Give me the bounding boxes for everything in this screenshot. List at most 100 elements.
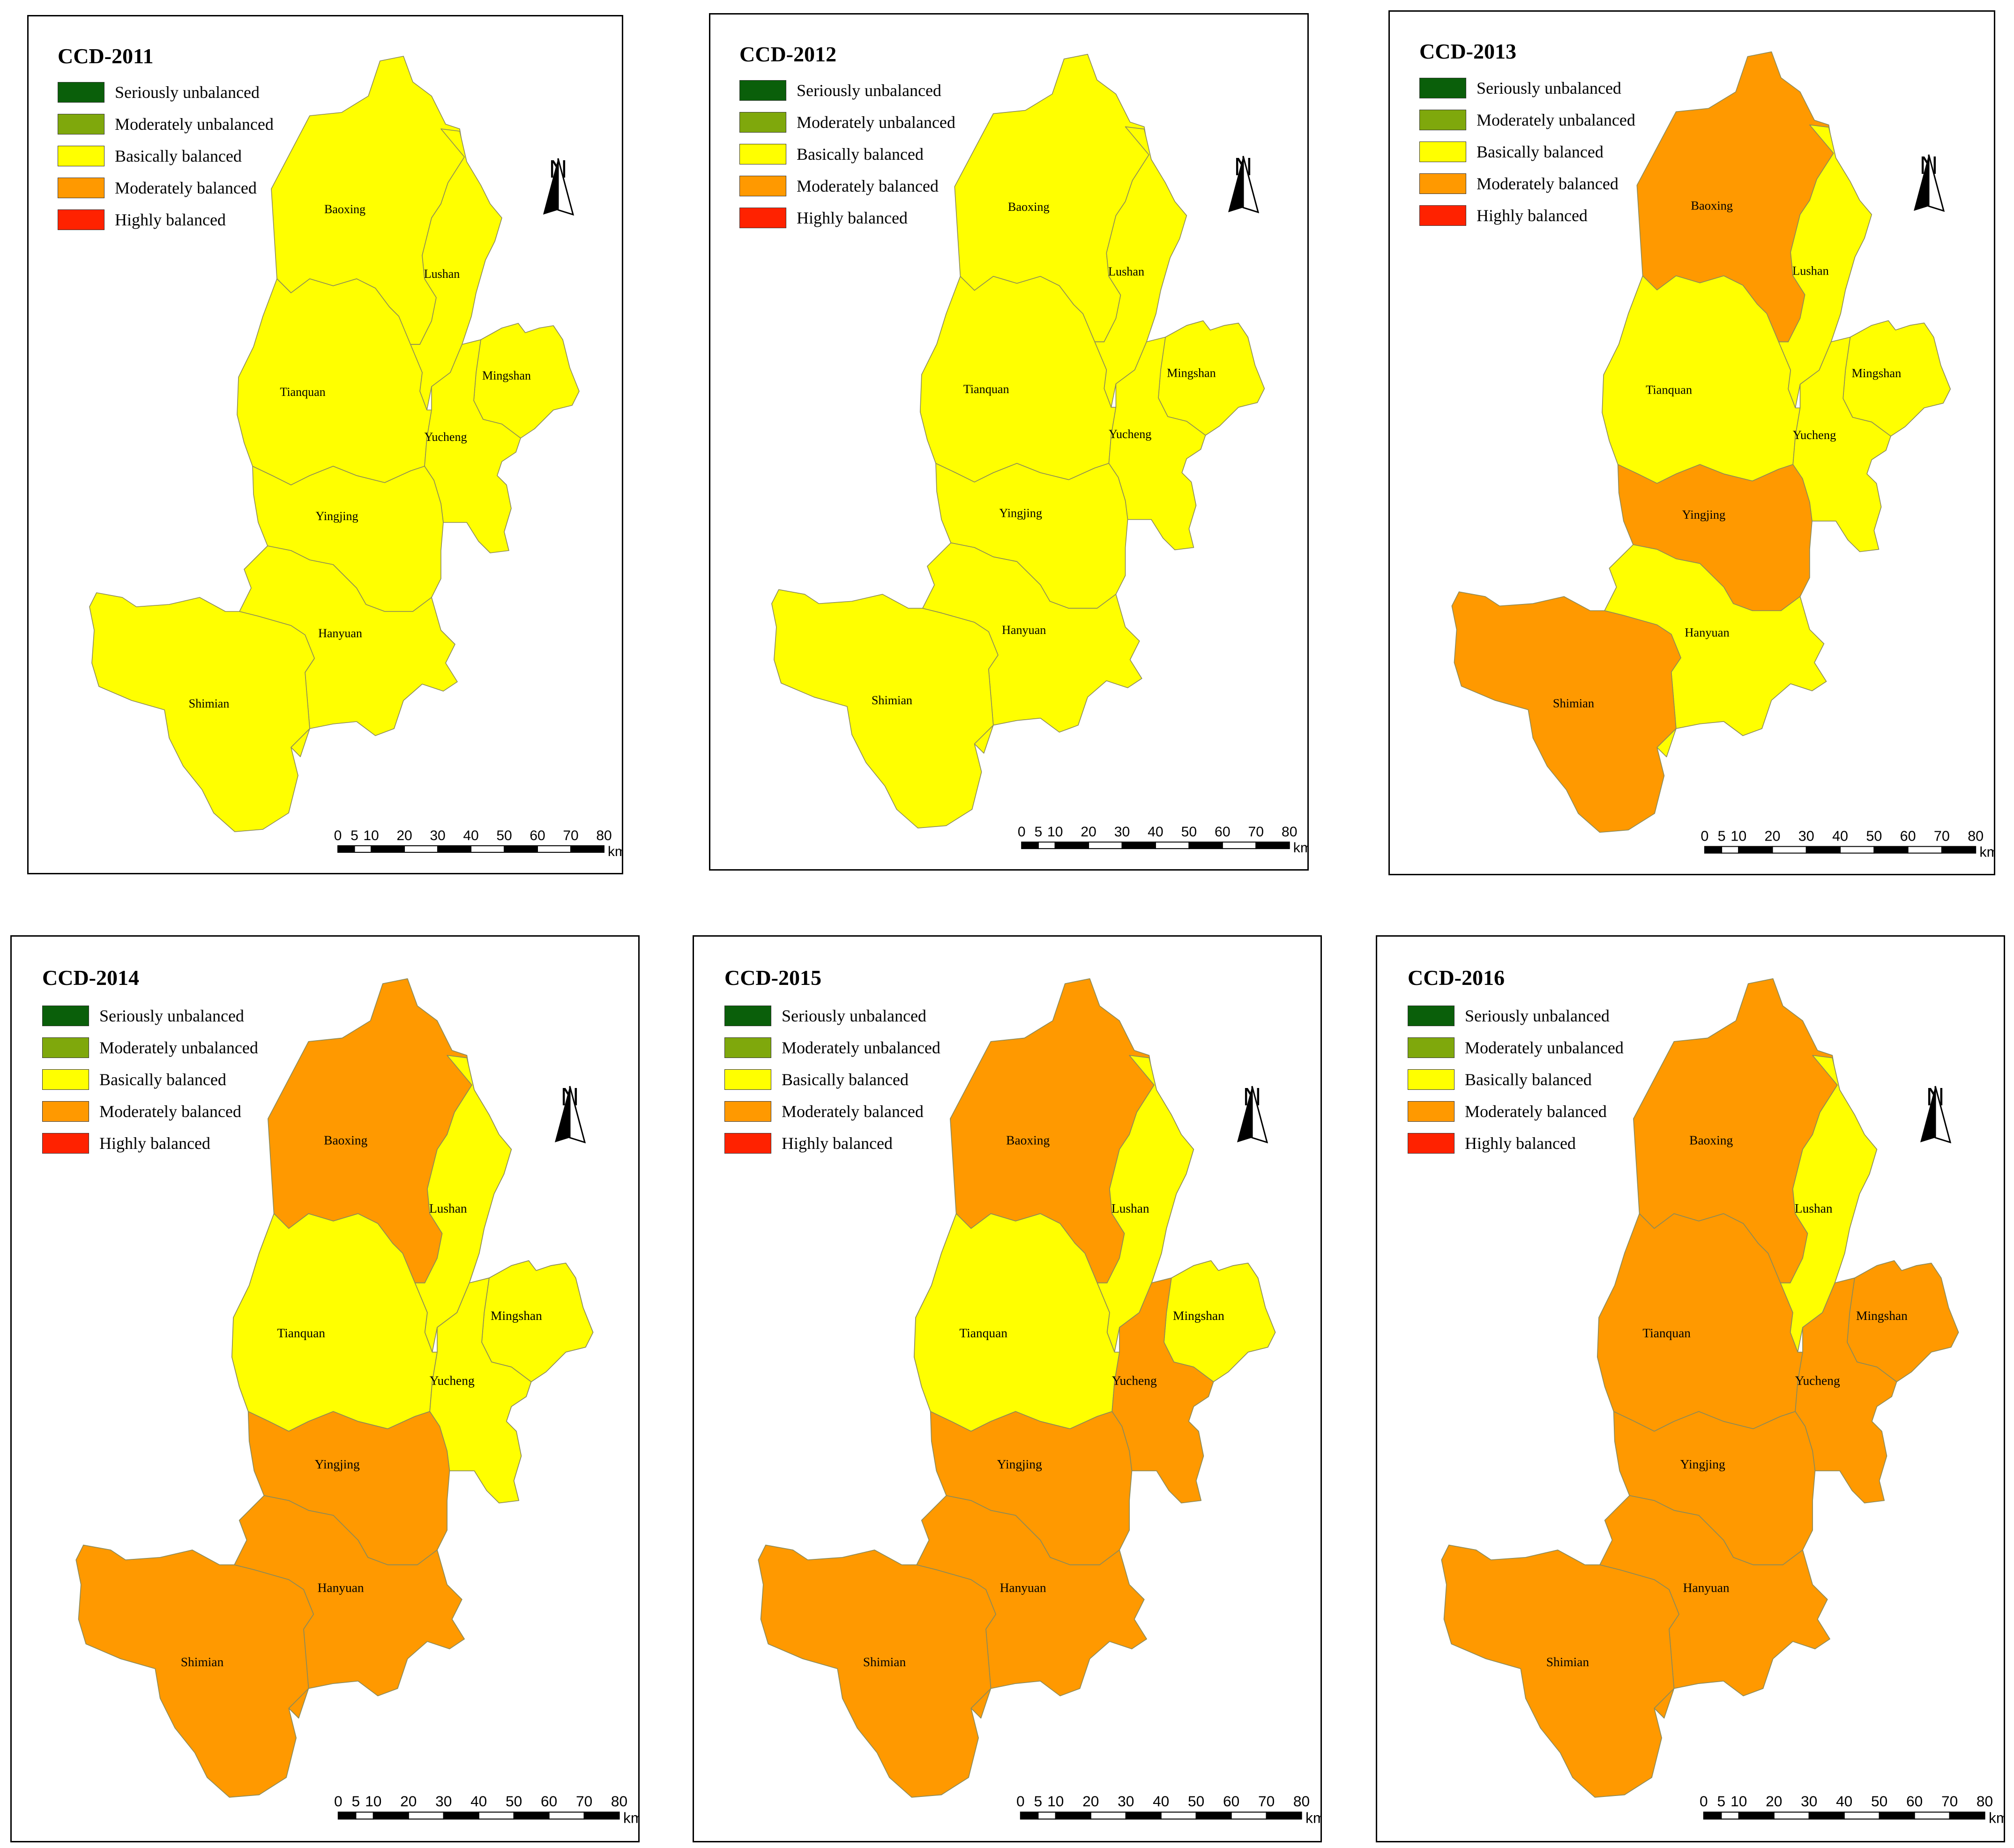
- scale-tick-label: 10: [365, 1793, 381, 1810]
- scale-segment: [570, 845, 604, 853]
- legend-label: Seriously unbalanced: [99, 1006, 244, 1025]
- legend-label: Moderately balanced: [797, 177, 939, 195]
- legend-label: Moderately balanced: [115, 179, 257, 197]
- map-panel-ccd-2015: Baoxing Lushan Tianquan Mingshan Yucheng Ying…: [693, 935, 1322, 1842]
- scale-segment: [373, 1811, 409, 1820]
- scale-segment: [1121, 842, 1156, 849]
- county-label-shimian: Shimian: [189, 697, 230, 710]
- legend-item-highly-balanced: Highly balanced: [739, 202, 955, 234]
- legend-item-moderately-unbalanced: Moderately unbalanced: [1419, 104, 1635, 136]
- legend-label: Moderately unbalanced: [1465, 1038, 1624, 1057]
- county-label-lushan: Lushan: [1795, 1201, 1833, 1215]
- scale-tick-label: 50: [1181, 824, 1197, 840]
- legend-swatch: [58, 209, 104, 230]
- county-label-lushan: Lushan: [1108, 265, 1144, 278]
- scale-tick-label: 10: [1047, 1793, 1064, 1810]
- legend-item-moderately-unbalanced: Moderately unbalanced: [1408, 1032, 1624, 1064]
- legend: Seriously unbalanced Moderately unbalance…: [42, 1000, 258, 1159]
- county-shimian[interactable]: [89, 592, 315, 832]
- scale-tick-label: 30: [1801, 1793, 1817, 1810]
- scale-segment: [1037, 842, 1056, 849]
- legend-label: Basically balanced: [99, 1070, 226, 1089]
- legend-swatch: [1419, 78, 1466, 98]
- scale-tick-label: 5: [1718, 829, 1726, 844]
- legend-label: Moderately unbalanced: [115, 115, 274, 134]
- scale-tick-label: 20: [400, 1793, 417, 1810]
- legend-item-moderately-balanced: Moderately balanced: [724, 1095, 940, 1127]
- legend-item-moderately-unbalanced: Moderately unbalanced: [739, 106, 955, 138]
- scale-tick-label: 50: [1866, 829, 1882, 844]
- county-shimian[interactable]: [771, 589, 999, 829]
- legend-label: Moderately balanced: [99, 1102, 241, 1121]
- scale-segment: [1808, 1811, 1845, 1820]
- legend-swatch: [1408, 1037, 1455, 1058]
- north-arrow: N: [1233, 1082, 1271, 1143]
- scale-segment: [1021, 842, 1039, 849]
- county-shimian[interactable]: [1441, 1544, 1679, 1798]
- legend: Seriously unbalanced Moderately unbalance…: [1408, 1000, 1624, 1159]
- north-arrow-icon: [1237, 1086, 1268, 1143]
- county-label-hanyuan: Hanyuan: [1002, 623, 1046, 637]
- county-shimian[interactable]: [75, 1544, 314, 1798]
- legend-item-seriously-unbalanced: Seriously unbalanced: [739, 75, 955, 106]
- north-arrow-icon: [1228, 156, 1260, 213]
- legend-label: Moderately unbalanced: [99, 1038, 258, 1057]
- legend-item-highly-balanced: Highly balanced: [1408, 1127, 1624, 1159]
- scale-tick-label: 80: [1977, 1793, 1993, 1810]
- legend-label: Seriously unbalanced: [1465, 1006, 1610, 1025]
- legend-item-basically-balanced: Basically balanced: [739, 138, 955, 170]
- scale-tick-label: 50: [1871, 1793, 1887, 1810]
- legend-label: Moderately unbalanced: [797, 113, 955, 132]
- scale-segment: [437, 845, 471, 853]
- legend-swatch: [58, 178, 104, 198]
- legend-item-basically-balanced: Basically balanced: [42, 1064, 258, 1095]
- scale-segment: [1873, 846, 1909, 854]
- legend-item-moderately-balanced: Moderately balanced: [1419, 168, 1635, 200]
- county-shimian[interactable]: [758, 1544, 996, 1798]
- legend-label: Moderately balanced: [1477, 174, 1619, 193]
- legend: Seriously unbalanced Moderately unbalance…: [58, 76, 274, 236]
- legend-label: Moderately balanced: [782, 1102, 924, 1121]
- scale-bar: 05 10 20 30 40 50 60 70 80km: [334, 1793, 638, 1826]
- county-label-lushan: Lushan: [429, 1201, 467, 1215]
- scale-tick-label: 40: [1832, 829, 1848, 844]
- scale-segment: [1090, 1811, 1126, 1820]
- scale-tick-label: 10: [1047, 824, 1063, 840]
- scale-segment: [478, 1811, 515, 1820]
- legend-item-basically-balanced: Basically balanced: [58, 140, 274, 172]
- scale-segment: [1914, 1811, 1950, 1820]
- legend-swatch: [1408, 1101, 1455, 1122]
- county-label-hanyuan: Hanyuan: [1000, 1581, 1046, 1595]
- north-arrow: N: [551, 1082, 589, 1143]
- scale-tick-label: 60: [1223, 1793, 1239, 1810]
- scale-segment: [1721, 1811, 1739, 1820]
- legend-label: Highly balanced: [797, 209, 908, 227]
- county-label-baoxing: Baoxing: [1008, 200, 1050, 214]
- county-label-mingshan: Mingshan: [491, 1309, 542, 1323]
- legend: Seriously unbalanced Moderately unbalance…: [724, 1000, 940, 1159]
- scale-segment: [1721, 846, 1739, 854]
- map-panel-ccd-2011: Baoxing Lushan Tianquan Mingshan Yucheng Ying…: [27, 15, 623, 874]
- map-title: CCD-2015: [724, 966, 821, 990]
- legend-swatch: [739, 112, 786, 133]
- scale-unit: km: [1989, 1810, 2004, 1826]
- legend-swatch: [739, 80, 786, 101]
- legend: Seriously unbalanced Moderately unbalance…: [1419, 72, 1635, 231]
- scale-segment: [404, 845, 438, 853]
- scale-segment: [1773, 1811, 1810, 1820]
- legend-label: Highly balanced: [1477, 206, 1588, 225]
- legend-label: Seriously unbalanced: [782, 1006, 926, 1025]
- scale-tick-label: 80: [1282, 824, 1298, 840]
- scale-segment: [1805, 846, 1841, 854]
- scale-unit: km: [608, 844, 622, 859]
- scale-bar: 05 10 20 30 40 50 60 70 80km: [1700, 1793, 2004, 1826]
- scale-tick-label: 40: [463, 828, 478, 843]
- county-shimian[interactable]: [1451, 591, 1681, 833]
- scale-unit: km: [1979, 845, 1994, 860]
- county-label-tianquan: Tianquan: [1642, 1326, 1691, 1340]
- scale-segment: [1704, 846, 1723, 854]
- scale-tick-label: 70: [1934, 829, 1950, 844]
- county-label-baoxing: Baoxing: [1689, 1133, 1733, 1147]
- legend: Seriously unbalanced Moderately unbalance…: [739, 75, 955, 234]
- county-label-yingjing: Yingjing: [997, 1457, 1042, 1471]
